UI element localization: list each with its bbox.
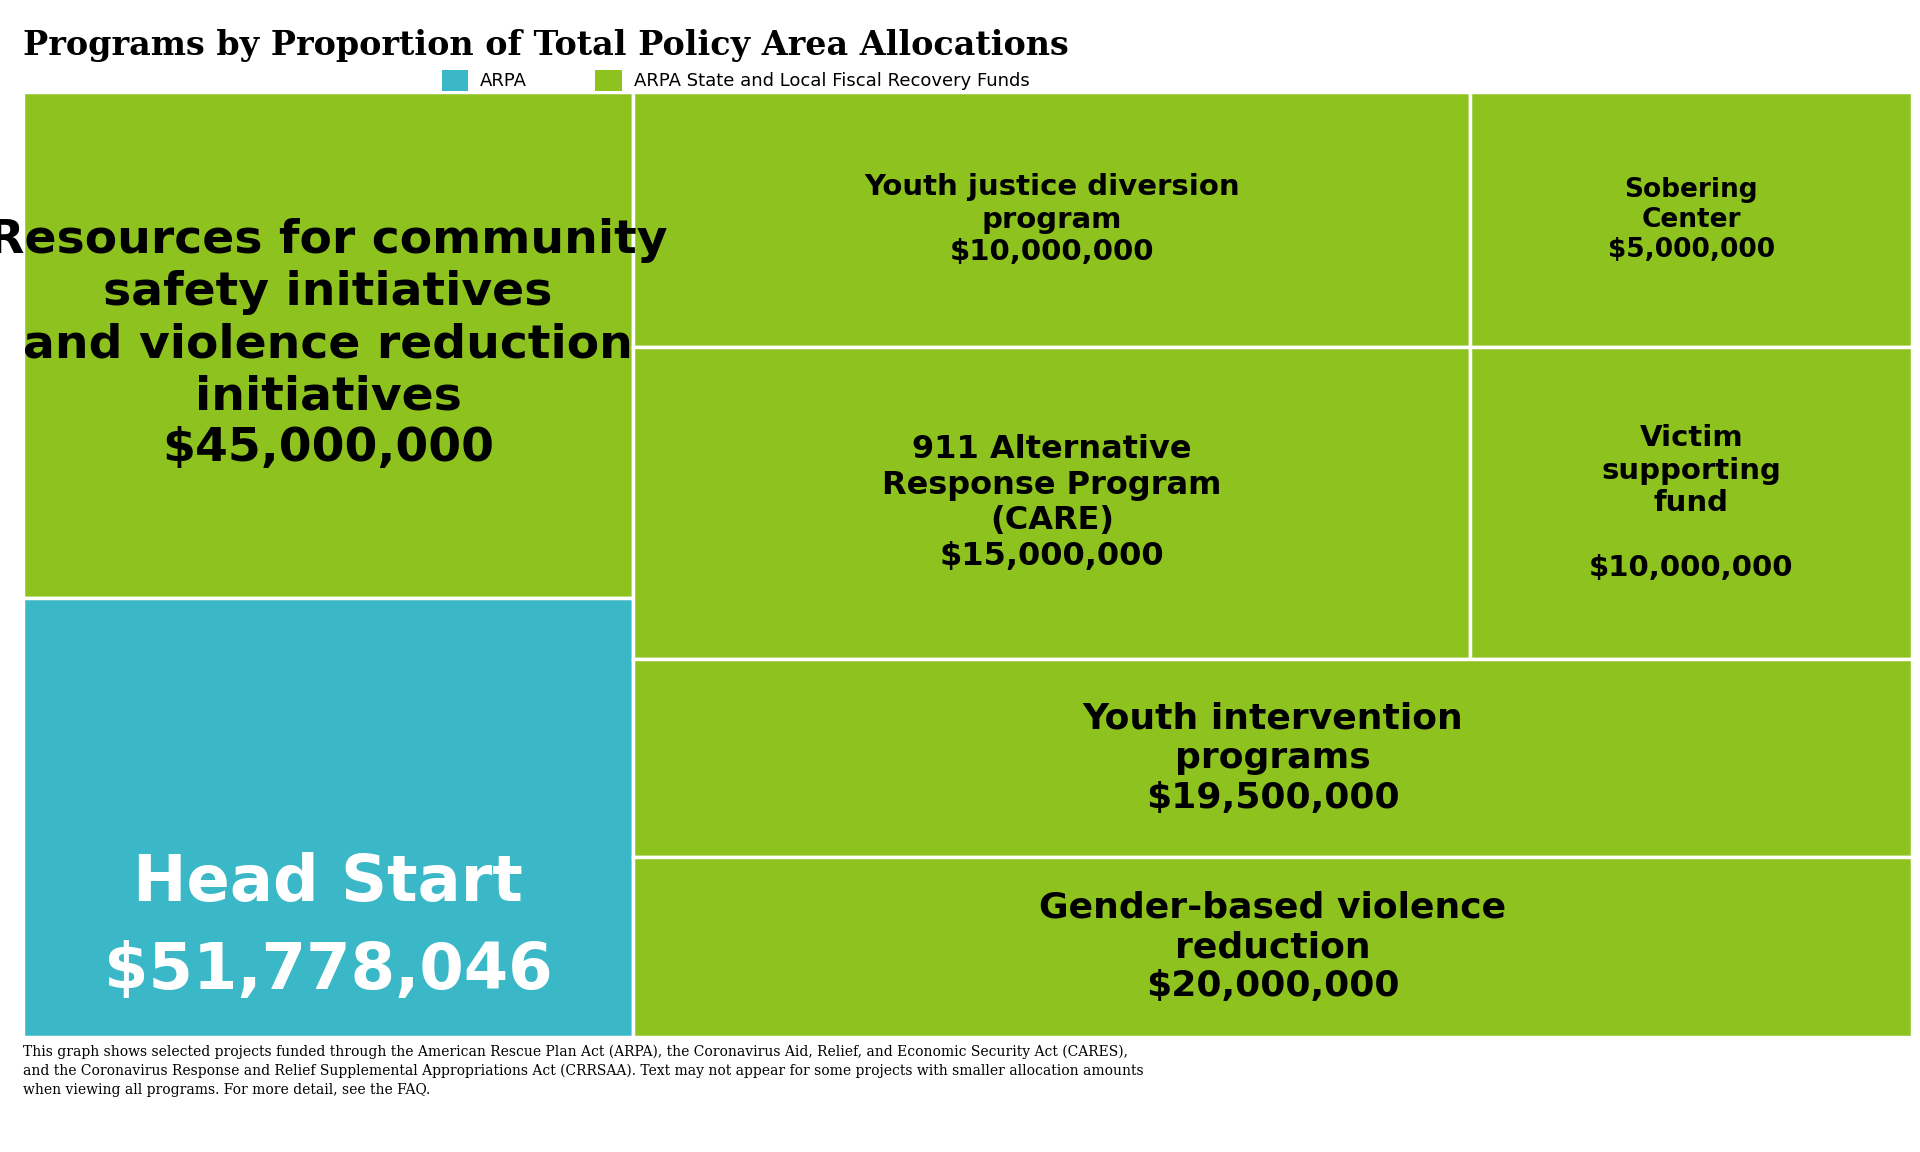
Bar bbox=[634, 347, 1471, 659]
Text: Gender-based violence
reduction
$20,000,000: Gender-based violence reduction $20,000,… bbox=[1039, 890, 1507, 1003]
Text: Victim
supporting
fund

$10,000,000: Victim supporting fund $10,000,000 bbox=[1590, 424, 1793, 582]
Text: 911 Alternative
Response Program
(CARE)
$15,000,000: 911 Alternative Response Program (CARE) … bbox=[881, 434, 1221, 573]
Text: $51,778,046: $51,778,046 bbox=[104, 940, 553, 1002]
Text: Programs by Proportion of Total Policy Area Allocations: Programs by Proportion of Total Policy A… bbox=[23, 29, 1069, 62]
Text: ARPA State and Local Fiscal Recovery Funds: ARPA State and Local Fiscal Recovery Fun… bbox=[634, 71, 1029, 90]
Bar bbox=[634, 857, 1912, 1037]
Text: ARPA: ARPA bbox=[480, 71, 526, 90]
Bar bbox=[23, 92, 634, 598]
Bar bbox=[23, 598, 634, 1037]
Bar bbox=[1471, 347, 1912, 659]
Bar bbox=[634, 92, 1471, 347]
Text: Resources for community
safety initiatives
and violence reduction
initiatives
$4: Resources for community safety initiativ… bbox=[0, 219, 668, 471]
Text: Youth intervention
programs
$19,500,000: Youth intervention programs $19,500,000 bbox=[1083, 702, 1463, 814]
Bar bbox=[1471, 92, 1912, 347]
Text: Sobering
Center
$5,000,000: Sobering Center $5,000,000 bbox=[1607, 176, 1774, 263]
Bar bbox=[634, 659, 1912, 857]
Text: Youth justice diversion
program
$10,000,000: Youth justice diversion program $10,000,… bbox=[864, 173, 1240, 266]
Text: Head Start: Head Start bbox=[132, 852, 522, 914]
Text: This graph shows selected projects funded through the American Rescue Plan Act (: This graph shows selected projects funde… bbox=[23, 1045, 1144, 1097]
